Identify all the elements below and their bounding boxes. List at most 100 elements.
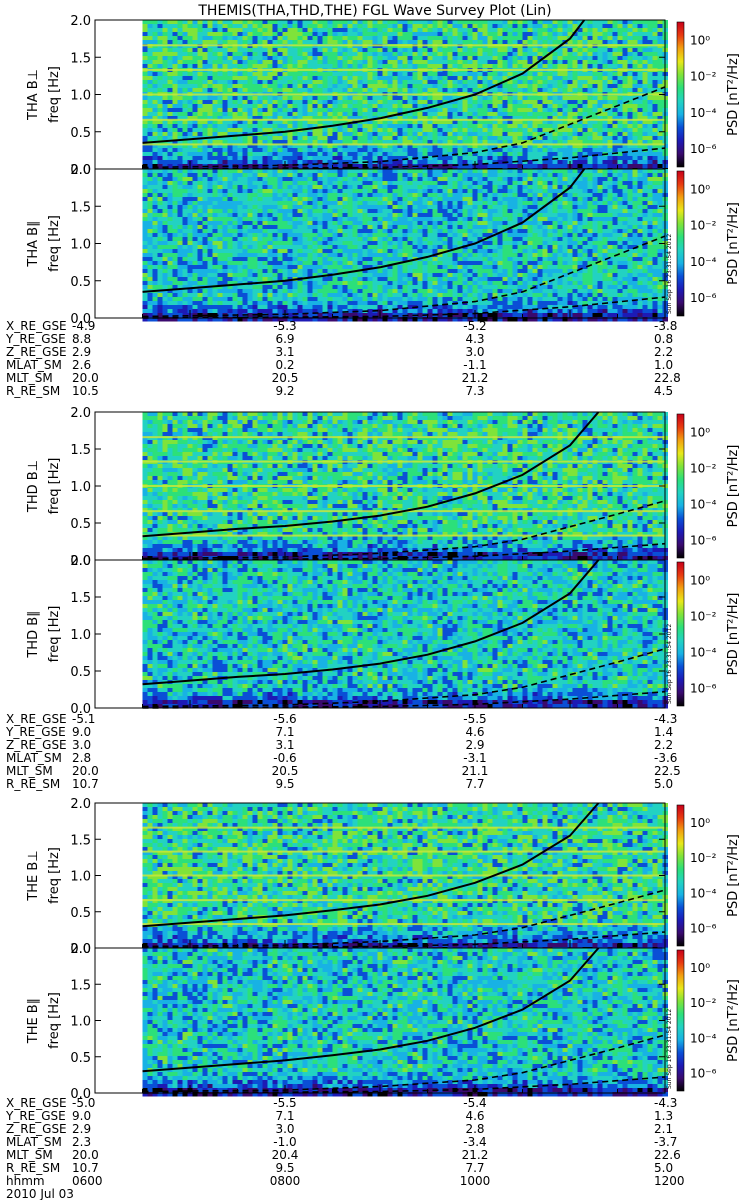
heatmap-cell <box>328 76 334 81</box>
heatmap-cell <box>638 160 644 165</box>
heatmap-cell <box>338 189 344 194</box>
heatmap-cell <box>413 136 419 141</box>
heatmap-cell <box>493 152 499 157</box>
heatmap-cell <box>608 52 614 57</box>
heatmap-cell <box>313 88 319 93</box>
heatmap-cell <box>288 197 294 202</box>
heatmap-cell <box>348 104 354 109</box>
heatmap-cell <box>223 112 229 117</box>
heatmap-cell <box>148 201 154 206</box>
heatmap-cell <box>258 136 264 141</box>
heatmap-cell <box>493 64 499 69</box>
heatmap-cell <box>208 152 214 157</box>
heatmap-cell <box>618 132 624 137</box>
heatmap-cell <box>383 40 389 45</box>
heatmap-cell <box>453 181 459 186</box>
heatmap-cell <box>473 36 479 41</box>
heatmap-cell <box>178 100 184 105</box>
heatmap-cell <box>318 88 324 93</box>
heatmap-cell <box>188 88 194 93</box>
heatmap-cell <box>543 40 549 45</box>
heatmap-cell <box>298 148 304 153</box>
heatmap-cell <box>538 177 544 182</box>
heatmap-cell <box>583 181 589 186</box>
heatmap-cell <box>453 76 459 81</box>
heatmap-cell <box>228 32 234 37</box>
heatmap-cell <box>593 100 599 105</box>
heatmap-cell <box>418 28 424 33</box>
heatmap-cell <box>193 148 199 153</box>
heatmap-cell <box>168 173 174 178</box>
heatmap-cell <box>493 96 499 101</box>
heatmap-cell <box>188 201 194 206</box>
heatmap-cell <box>298 112 304 117</box>
heatmap-cell <box>258 72 264 77</box>
heatmap-cell <box>648 84 654 89</box>
heatmap-cell <box>503 164 509 169</box>
heatmap-cell <box>323 52 329 57</box>
heatmap-cell <box>398 36 404 41</box>
heatmap-cell <box>593 193 599 198</box>
heatmap-cell <box>298 72 304 77</box>
heatmap-cell <box>323 40 329 45</box>
heatmap-cell <box>258 197 264 202</box>
heatmap-cell <box>378 193 384 198</box>
heatmap-cell <box>423 72 429 77</box>
heatmap-cell <box>423 36 429 41</box>
heatmap-cell <box>643 124 649 129</box>
heatmap-cell <box>303 60 309 65</box>
heatmap-cell <box>248 88 254 93</box>
heatmap-cell <box>143 189 149 194</box>
heatmap-cell <box>373 28 379 33</box>
heatmap-cell <box>273 60 279 65</box>
heatmap-cell <box>483 20 489 25</box>
heatmap-cell <box>493 76 499 81</box>
heatmap-cell <box>318 72 324 77</box>
heatmap-cell <box>288 201 294 206</box>
heatmap-cell <box>283 148 289 153</box>
heatmap-cell <box>148 76 154 81</box>
heatmap-cell <box>553 52 559 57</box>
heatmap-cell <box>163 72 169 77</box>
heatmap-cell <box>653 100 659 105</box>
heatmap-cell <box>483 128 489 133</box>
heatmap-cell <box>268 84 274 89</box>
heatmap-cell <box>213 177 219 182</box>
heatmap-cell <box>303 24 309 29</box>
heatmap-cell <box>533 80 539 85</box>
heatmap-cell <box>223 64 229 69</box>
heatmap-cell <box>318 197 324 202</box>
heatmap-cell <box>418 52 424 57</box>
heatmap-cell <box>333 193 339 198</box>
heatmap-cell <box>193 84 199 89</box>
heatmap-cell <box>243 201 249 206</box>
heatmap-cell <box>578 48 584 53</box>
heatmap-cell <box>648 181 654 186</box>
heatmap-cell <box>358 64 364 69</box>
heatmap-cell <box>618 28 624 33</box>
heatmap-cell <box>563 32 569 37</box>
heatmap-cell <box>533 36 539 41</box>
heatmap-cell <box>323 181 329 186</box>
heatmap-cell <box>443 84 449 89</box>
heatmap-cell <box>213 173 219 178</box>
heatmap-cell <box>398 173 404 178</box>
heatmap-cell <box>623 96 629 101</box>
heatmap-cell <box>278 169 284 174</box>
heatmap-cell <box>193 152 199 157</box>
heatmap-cell <box>633 164 639 169</box>
heatmap-cell <box>308 80 314 85</box>
heatmap-cell <box>428 197 434 202</box>
heatmap-cell <box>478 136 484 141</box>
heatmap-cell <box>513 48 519 53</box>
heatmap-cell <box>588 201 594 206</box>
heatmap-cell <box>303 56 309 61</box>
heatmap-cell <box>198 173 204 178</box>
heatmap-cell <box>143 40 149 45</box>
heatmap-cell <box>328 36 334 41</box>
heatmap-cell <box>493 48 499 53</box>
heatmap-cell <box>248 108 254 113</box>
heatmap-cell <box>253 181 259 186</box>
heatmap-cell <box>273 32 279 37</box>
heatmap-cell <box>308 169 314 174</box>
